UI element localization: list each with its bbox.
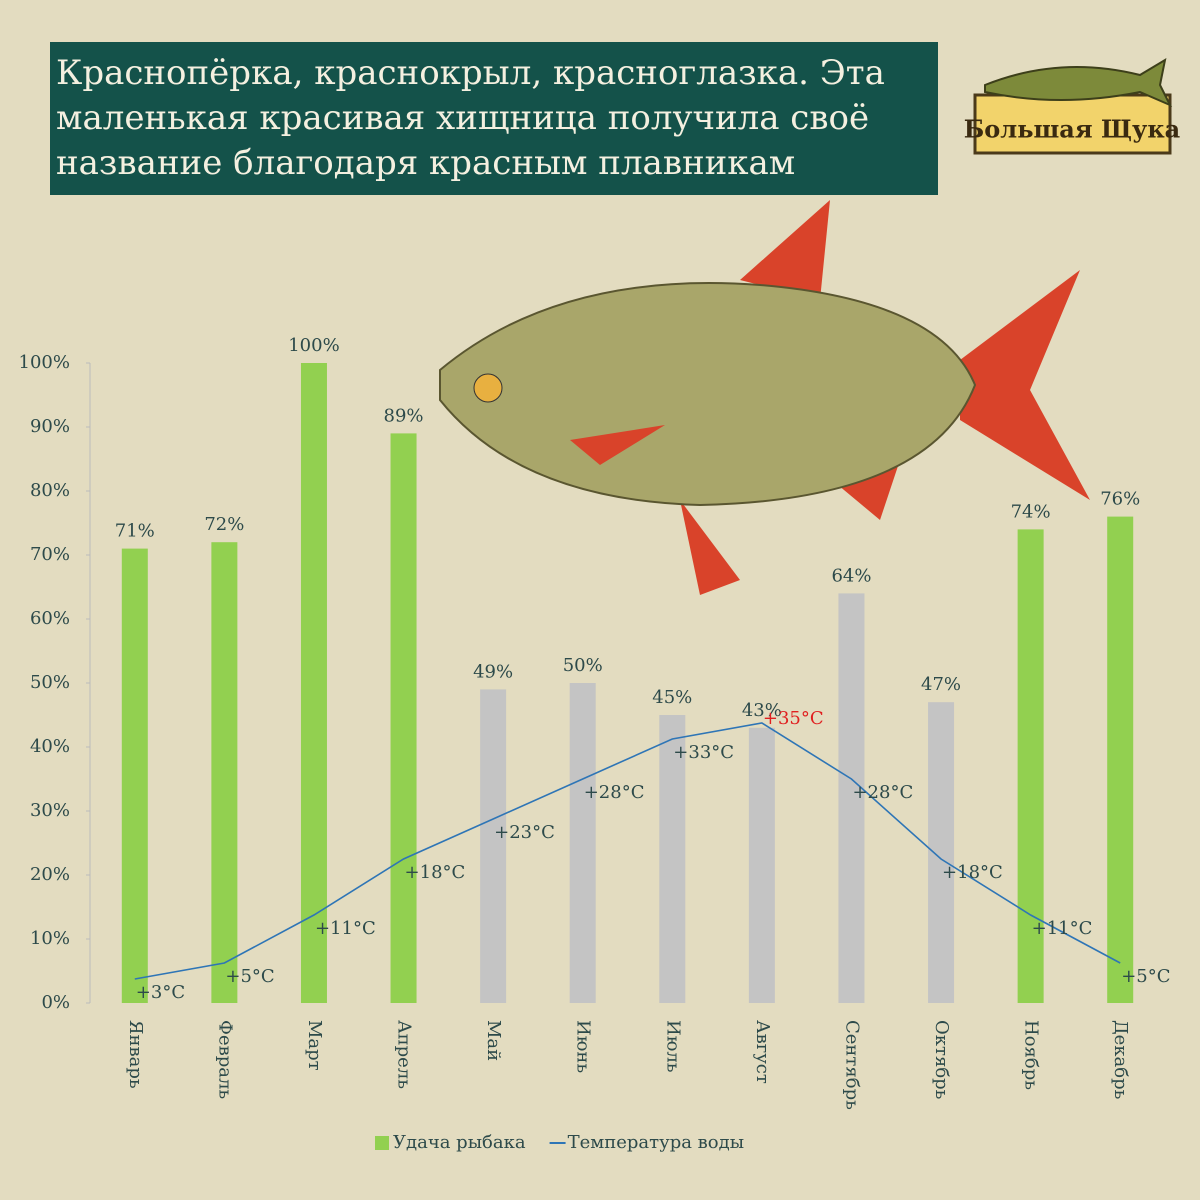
y-tick-label: 80% (30, 480, 70, 501)
y-tick-label: 100% (19, 352, 70, 373)
x-tick-label: Сентябрь (841, 1020, 862, 1110)
y-tick-label: 50% (30, 672, 70, 693)
x-tick-label: Октябрь (931, 1020, 952, 1100)
logo-text: Большая Щука (964, 115, 1180, 144)
title-box (50, 42, 938, 195)
bar (300, 363, 327, 1003)
bar (480, 689, 507, 1003)
x-tick-label: Апрель (394, 1020, 415, 1089)
bar (121, 548, 148, 1003)
line-value-label: +5°C (1121, 966, 1170, 987)
bar-value-label: 100% (288, 335, 339, 356)
bar (1107, 516, 1134, 1003)
x-tick-label: Август (752, 1020, 773, 1084)
line-value-label: +18°C (942, 862, 1003, 883)
line-value-label: +5°C (225, 966, 274, 987)
line (134, 722, 1121, 980)
bar (1017, 529, 1044, 1003)
line-value-label: +23°C (494, 822, 555, 843)
eye (473, 373, 503, 403)
x-tick-label: Февраль (214, 1020, 235, 1099)
bar (569, 683, 596, 1003)
line-value-label: +11°C (1032, 918, 1093, 939)
legend-label: Температура воды (568, 1132, 744, 1153)
chart-title: маленькая красивая хищница получила своё (56, 98, 869, 138)
bar-value-label: 47% (921, 674, 961, 695)
line-value-label: +28°C (852, 782, 913, 803)
x-tick-label: Июнь (573, 1020, 594, 1073)
chart-title: название благодаря красным плавникам (56, 143, 795, 183)
line-value-label: +35°C (763, 708, 824, 729)
y-tick-label: 30% (30, 800, 70, 821)
x-tick-label: Май (483, 1020, 504, 1061)
fin (740, 200, 830, 300)
bar (748, 727, 775, 1003)
logo: Большая Щука (964, 57, 1180, 155)
line-value-label: +18°C (405, 862, 466, 883)
fish-illustration (439, 200, 1090, 595)
bar (838, 593, 865, 1003)
line-value-label: +3°C (136, 982, 185, 1003)
fish-body (439, 282, 977, 507)
logo-fish (984, 57, 1173, 108)
x-tick-label: Июль (662, 1020, 683, 1073)
x-tick-label: Январь (125, 1020, 146, 1089)
fin (680, 500, 740, 595)
bar-value-label: 64% (831, 565, 871, 586)
y-tick-label: 90% (30, 416, 70, 437)
bar (390, 433, 417, 1003)
y-tick-label: 10% (30, 928, 70, 949)
y-tick-label: 40% (30, 736, 70, 757)
bar-value-label: 50% (563, 655, 603, 676)
bar-value-label: 74% (1011, 501, 1051, 522)
line-value-label: +33°C (673, 742, 734, 763)
y-tick-label: 0% (41, 992, 70, 1013)
x-tick-label: Декабрь (1110, 1020, 1131, 1100)
x-tick-label: Март (304, 1020, 325, 1071)
bar-value-label: 89% (384, 405, 424, 426)
x-tick-label: Ноябрь (1021, 1020, 1042, 1090)
tail (960, 270, 1090, 500)
bar-value-label: 76% (1100, 489, 1140, 510)
bar-value-label: 45% (652, 687, 692, 708)
bar (659, 715, 686, 1003)
legend-label: Удача рыбака (393, 1132, 526, 1153)
bar-value-label: 43% (742, 700, 782, 721)
y-tick-label: 20% (30, 864, 70, 885)
fin (570, 425, 665, 465)
bar-value-label: 71% (115, 521, 155, 542)
y-tick-label: 60% (30, 608, 70, 629)
y-tick-label: 70% (30, 544, 70, 565)
line-value-label: +28°C (584, 782, 645, 803)
line-value-label: +11°C (315, 918, 376, 939)
legend-swatch (375, 1136, 389, 1150)
bar (211, 542, 238, 1003)
bar-value-label: 49% (473, 661, 513, 682)
bar-value-label: 72% (204, 514, 244, 535)
chart-title: Краснопёрка, краснокрыл, красноглазка. Э… (56, 53, 885, 93)
bar (928, 702, 955, 1003)
